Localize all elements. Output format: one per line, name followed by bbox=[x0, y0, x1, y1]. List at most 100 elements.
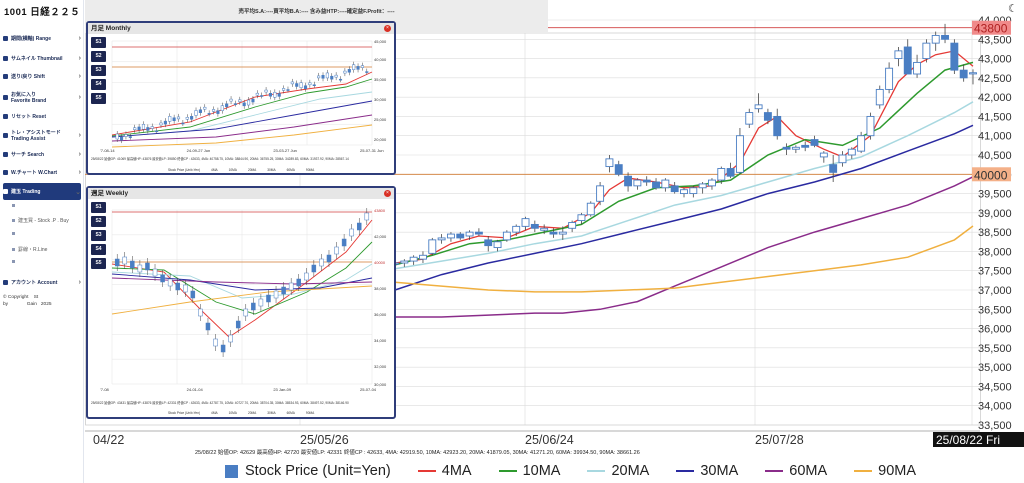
sidebar-item-shift[interactable]: 送り/戻り Shift › bbox=[3, 68, 81, 85]
candle[interactable] bbox=[866, 115, 875, 137]
sidebar-item-trade-assist[interactable]: トレ・アシストモード Trading Assist › bbox=[3, 127, 81, 144]
candle[interactable] bbox=[176, 116, 181, 120]
candle[interactable] bbox=[903, 46, 912, 75]
slot-button-s3[interactable]: S3 bbox=[91, 65, 106, 76]
slot-button-s4[interactable]: S4 bbox=[91, 244, 106, 255]
candle[interactable] bbox=[190, 290, 196, 299]
sidebar-subitem[interactable]: 罫線・R.Line bbox=[12, 246, 47, 253]
candle[interactable] bbox=[409, 256, 418, 262]
candle[interactable] bbox=[782, 146, 791, 150]
candle[interactable] bbox=[299, 82, 303, 88]
candle[interactable] bbox=[791, 146, 800, 150]
candle[interactable] bbox=[959, 69, 968, 79]
candle[interactable] bbox=[326, 254, 332, 263]
close-icon[interactable]: × bbox=[384, 25, 391, 32]
candle[interactable] bbox=[558, 231, 567, 235]
candle[interactable] bbox=[266, 294, 271, 303]
candle[interactable] bbox=[282, 88, 286, 91]
candle[interactable] bbox=[698, 183, 707, 189]
candle[interactable] bbox=[512, 225, 521, 233]
candle[interactable] bbox=[220, 105, 224, 111]
candle[interactable] bbox=[255, 92, 259, 96]
candle[interactable] bbox=[614, 164, 623, 175]
candle[interactable] bbox=[137, 264, 143, 273]
candle[interactable] bbox=[319, 258, 324, 267]
candle[interactable] bbox=[586, 202, 595, 216]
candle[interactable] bbox=[159, 122, 163, 126]
candle[interactable] bbox=[133, 127, 137, 131]
candle[interactable] bbox=[341, 238, 347, 247]
candle[interactable] bbox=[773, 115, 782, 137]
candle[interactable] bbox=[343, 70, 347, 74]
slot-button-s3[interactable]: S3 bbox=[91, 230, 106, 241]
candle[interactable] bbox=[829, 164, 838, 173]
candle[interactable] bbox=[931, 34, 940, 44]
candle[interactable] bbox=[216, 110, 220, 114]
weekly-chart[interactable]: 43800 42,000 40000 38,000 36,000 34,000 32,000… bbox=[94, 202, 394, 402]
candle[interactable] bbox=[145, 262, 150, 271]
candle[interactable] bbox=[258, 298, 264, 307]
candle[interactable] bbox=[330, 75, 334, 80]
slot-button-s1[interactable]: S1 bbox=[91, 202, 106, 213]
candle[interactable] bbox=[428, 239, 437, 254]
candle[interactable] bbox=[437, 237, 446, 241]
candle[interactable] bbox=[260, 95, 264, 97]
candle[interactable] bbox=[661, 179, 670, 189]
candle[interactable] bbox=[160, 274, 165, 283]
candle[interactable] bbox=[146, 127, 150, 131]
candle[interactable] bbox=[220, 344, 226, 353]
candle[interactable] bbox=[875, 88, 884, 106]
candle[interactable] bbox=[311, 264, 317, 273]
candle[interactable] bbox=[247, 99, 251, 106]
candle[interactable] bbox=[624, 175, 633, 187]
candle[interactable] bbox=[670, 185, 679, 193]
candle[interactable] bbox=[540, 227, 549, 231]
candle[interactable] bbox=[152, 268, 158, 277]
candle[interactable] bbox=[735, 135, 744, 173]
candle[interactable] bbox=[680, 189, 688, 195]
candle[interactable] bbox=[168, 116, 172, 122]
candle[interactable] bbox=[568, 222, 577, 229]
candle[interactable] bbox=[633, 179, 642, 187]
candle[interactable] bbox=[150, 126, 154, 129]
slot-button-s5[interactable]: S5 bbox=[91, 258, 106, 269]
candle[interactable] bbox=[295, 83, 299, 87]
candle[interactable] bbox=[124, 134, 128, 137]
sidebar-item-account[interactable]: アカウント Account › bbox=[3, 274, 81, 291]
candle[interactable] bbox=[243, 308, 249, 317]
candle[interactable] bbox=[400, 260, 409, 264]
candle[interactable] bbox=[577, 214, 586, 222]
candle[interactable] bbox=[198, 109, 202, 113]
candle[interactable] bbox=[754, 104, 763, 110]
sidebar-item-thumbnail[interactable]: サムネイル Thumbnail › bbox=[3, 50, 81, 67]
candle[interactable] bbox=[365, 71, 369, 73]
sidebar-subitem[interactable] bbox=[12, 260, 18, 263]
candle[interactable] bbox=[717, 168, 726, 181]
candle[interactable] bbox=[484, 239, 493, 247]
candle[interactable] bbox=[493, 241, 502, 249]
candle[interactable] bbox=[183, 284, 188, 293]
candle[interactable] bbox=[810, 139, 819, 146]
sidebar-subitem[interactable] bbox=[12, 204, 18, 207]
candle[interactable] bbox=[347, 69, 351, 73]
candle[interactable] bbox=[334, 74, 338, 78]
candle[interactable] bbox=[352, 64, 356, 70]
candle[interactable] bbox=[474, 231, 483, 235]
candle[interactable] bbox=[950, 42, 959, 71]
candle[interactable] bbox=[941, 34, 949, 40]
candle[interactable] bbox=[172, 117, 176, 121]
candle[interactable] bbox=[281, 286, 286, 295]
candle[interactable] bbox=[596, 185, 605, 202]
candle[interactable] bbox=[251, 302, 256, 311]
candle[interactable] bbox=[446, 233, 455, 239]
sidebar-item-wchart[interactable]: W.チャート W.Chart › bbox=[3, 164, 81, 181]
slot-button-s4[interactable]: S4 bbox=[91, 79, 106, 90]
candle[interactable] bbox=[456, 233, 465, 239]
candle[interactable] bbox=[364, 212, 370, 221]
candle[interactable] bbox=[321, 75, 325, 79]
candle[interactable] bbox=[530, 223, 539, 229]
candle[interactable] bbox=[213, 338, 218, 347]
candle[interactable] bbox=[185, 116, 189, 120]
candle[interactable] bbox=[190, 116, 194, 120]
candle[interactable] bbox=[251, 98, 255, 103]
